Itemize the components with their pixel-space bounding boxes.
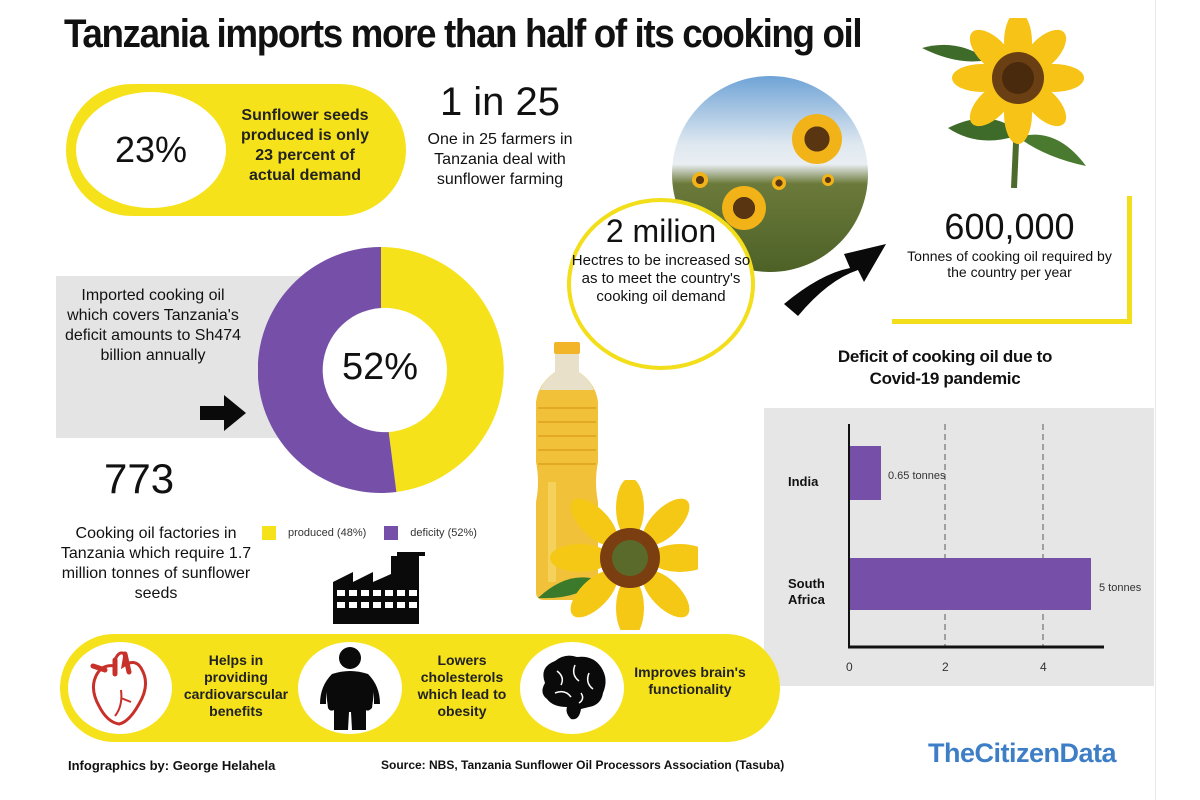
legend-label-produced: produced (48%) xyxy=(288,527,367,539)
benefit-text-heart: Helps in providing cardiovarscular benef… xyxy=(183,652,289,719)
value-label-india: 0.65 tonnes xyxy=(888,470,946,482)
factories-stat-value: 773 xyxy=(104,455,175,502)
benefit-text-obesity: Lowers cholesterols which lead to obesit… xyxy=(417,652,507,719)
deficit-bar-chart: India South Africa 0.65 tonnes 5 tonnes … xyxy=(764,408,1154,686)
donut-slice-deficity xyxy=(258,247,397,493)
cooking-oil-bottle-image xyxy=(536,342,598,600)
benefit-icon-circle-heart xyxy=(68,642,172,734)
seeds-percent-pill: 23% Sunflower seeds produced is only 23 … xyxy=(66,84,406,216)
hectares-stat-text: Hectres to be increased so as to meet th… xyxy=(571,252,751,305)
legend-swatch-purple xyxy=(384,526,399,540)
page-divider xyxy=(1155,0,1156,800)
farmers-stat: 1 in 25 One in 25 farmers in Tanzania de… xyxy=(400,78,600,190)
tonnes-required-value: 600,000 xyxy=(944,206,1075,247)
import-share-donut-chart xyxy=(258,247,504,493)
value-label-south-africa: 5 tonnes xyxy=(1099,582,1142,594)
bar-chart-plot xyxy=(848,424,1104,649)
benefit-icon-circle-obesity xyxy=(298,642,402,734)
sunflower-image xyxy=(538,480,698,630)
x-tick-4: 4 xyxy=(1040,660,1047,674)
donut-legend: produced (48%) deficity (52%) xyxy=(262,526,495,540)
brand-logo: TheCitizenData xyxy=(928,738,1117,768)
brain-icon xyxy=(542,655,606,720)
benefit-icon-circle-brain xyxy=(520,642,624,734)
x-tick-2: 2 xyxy=(942,660,949,674)
seeds-percent-text: Sunflower seeds produced is only 23 perc… xyxy=(240,107,369,184)
factories-stat-text: Cooking oil factories in Tanzania which … xyxy=(60,525,252,602)
donut-slice-produced xyxy=(381,247,504,492)
right-arrow-icon xyxy=(200,395,246,431)
hectares-stat-circle: 2 milion Hectres to be increased so as t… xyxy=(567,198,755,370)
category-label-india: India xyxy=(788,474,819,489)
imported-oil-text: Imported cooking oil which covers Tanzan… xyxy=(64,287,242,364)
farmers-stat-value: 1 in 25 xyxy=(439,80,561,124)
data-source: Source: NBS, Tanzania Sunflower Oil Proc… xyxy=(381,758,785,772)
farmers-stat-text: One in 25 farmers in Tanzania deal with … xyxy=(427,131,573,188)
legend-label-deficity: deficity (52%) xyxy=(410,527,477,539)
tonnes-required-box: 600,000 Tonnes of cooking oil required b… xyxy=(892,196,1132,324)
legend-item-produced: produced (48%) xyxy=(262,526,366,540)
health-benefits-pill: Helps in providing cardiovarscular benef… xyxy=(60,634,780,742)
donut-center-label: 52% xyxy=(341,346,419,388)
x-tick-0: 0 xyxy=(846,660,853,674)
obese-person-icon xyxy=(320,647,380,730)
tonnes-required-text: Tonnes of cooking oil required by the co… xyxy=(907,248,1112,280)
bar-chart-title: Deficit of cooking oil due to Covid-19 p… xyxy=(837,347,1053,388)
factory-icon xyxy=(333,552,425,624)
category-label-south-africa: South Africa xyxy=(788,576,825,607)
heart-icon xyxy=(90,651,147,726)
sunflower-illustration xyxy=(922,18,1086,188)
curved-arrow-icon xyxy=(784,244,886,316)
legend-item-deficity: deficity (52%) xyxy=(384,526,477,540)
bar-india xyxy=(849,446,881,500)
seeds-percent-value: 23% xyxy=(76,92,226,208)
infographic-title: Tanzania imports more than half of its c… xyxy=(64,12,863,56)
legend-swatch-yellow xyxy=(262,526,276,540)
hectares-stat-value: 2 milion xyxy=(605,213,717,249)
bar-south-africa xyxy=(849,558,1091,610)
infographic-credit: Infographics by: George Helahela xyxy=(68,758,276,773)
benefit-text-brain: Improves brain's functionality xyxy=(634,664,746,697)
